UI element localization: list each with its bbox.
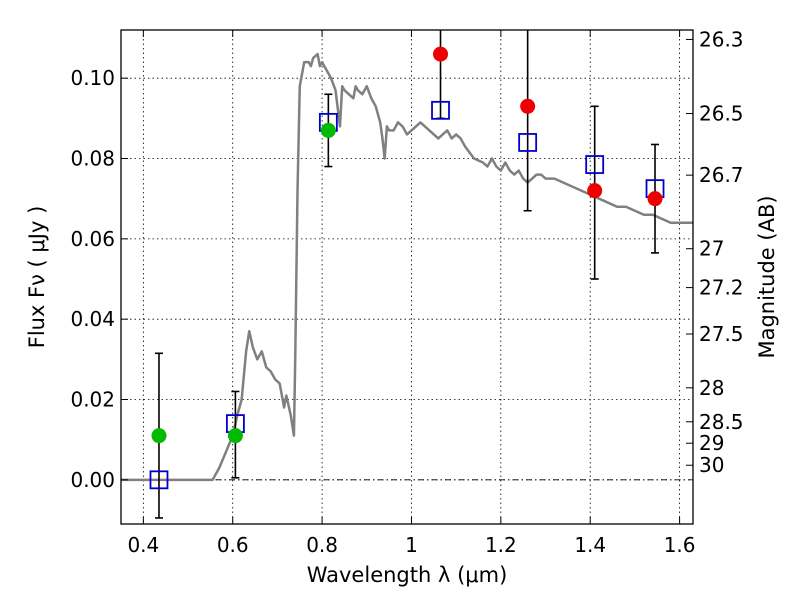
y-axis-right-label: Magnitude (AB): [755, 195, 779, 358]
mag-tick-label: 29: [699, 431, 724, 455]
y-tick-label: 0.10: [70, 66, 115, 90]
observed-point-green: [320, 122, 336, 138]
observed-point-red: [433, 46, 449, 62]
x-axis-label: Wavelength λ (μm): [307, 563, 508, 587]
observed-point-green: [227, 428, 243, 444]
model-photometry-square: [585, 155, 605, 174]
mag-tick-label: 26.3: [699, 27, 744, 51]
ticks: [121, 30, 693, 524]
mag-tick-label: 27: [699, 237, 724, 261]
plot-frame: [120, 29, 694, 525]
model-photometry-square: [518, 133, 538, 152]
marker-layer: [149, 46, 665, 490]
x-tick-label: 1.2: [485, 533, 517, 557]
x-tick-label: 0.4: [127, 533, 159, 557]
x-tick-label: 1.4: [574, 533, 606, 557]
y-axis-label: Flux Fν ( μJy ): [25, 206, 49, 349]
mag-tick-label: 27.5: [699, 322, 744, 346]
x-tick-label: 1.6: [664, 533, 696, 557]
observed-point-red: [587, 183, 603, 199]
mag-tick-label: 26.7: [699, 163, 744, 187]
sed-model-layer: [121, 52, 693, 482]
y-tick-label: 0.08: [70, 147, 115, 171]
y-tick-label: 0.04: [70, 307, 115, 331]
x-tick-label: 0.6: [217, 533, 249, 557]
x-tick-label: 1: [405, 533, 418, 557]
tick-labels: 0.4 0.6 0.8 1 1.2 1.4 1.6 0.00 0.02 0.04 0.06 0.08 0…: [70, 27, 743, 557]
model-photometry-square: [149, 470, 169, 490]
mag-tick-label: 30: [699, 453, 724, 477]
y-tick-label: 0.06: [70, 227, 115, 251]
observed-point-red: [647, 191, 663, 207]
mag-tick-label: 28.5: [699, 410, 744, 434]
observed-point-green: [151, 428, 167, 444]
observed-point-red: [520, 98, 536, 114]
sed-model-line: [121, 52, 693, 482]
y-tick-label: 0.02: [70, 387, 115, 411]
mag-tick-label: 26.5: [699, 102, 744, 126]
mag-tick-label: 28: [699, 376, 724, 400]
x-tick-label: 0.8: [306, 533, 338, 557]
model-photometry-square: [431, 100, 450, 120]
y-tick-label: 0.00: [70, 468, 115, 492]
mag-tick-label: 27.2: [699, 276, 744, 300]
